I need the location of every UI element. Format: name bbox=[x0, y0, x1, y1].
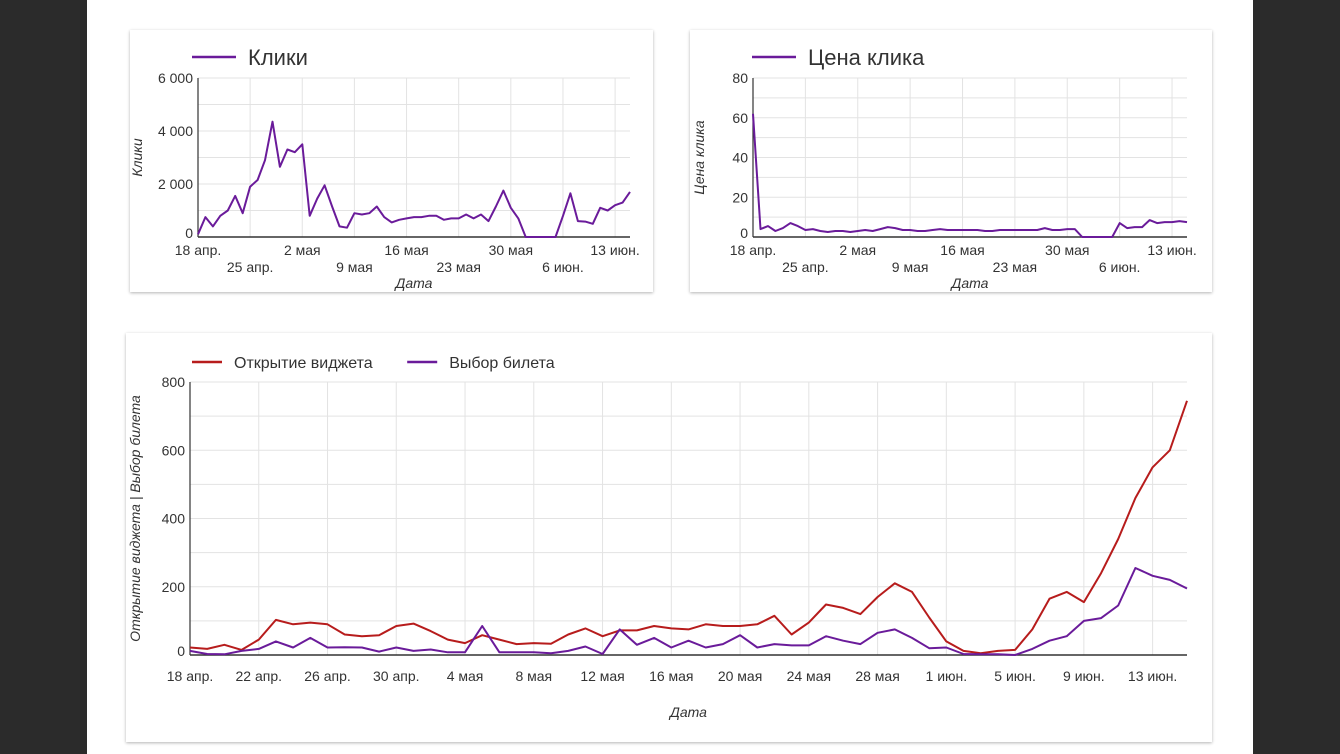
y-tick-label: 0 bbox=[185, 225, 193, 241]
x-tick-label: 16 мая bbox=[384, 242, 428, 258]
y-tick-label: 600 bbox=[162, 442, 186, 458]
y-tick-label: 80 bbox=[732, 70, 748, 86]
clicks-chart: 18 апр. 25 апр. 2 мая 9 мая 16 мая 23 мая 30 м… bbox=[129, 45, 640, 291]
x-tick-label: 4 мая bbox=[447, 668, 484, 684]
y-axis-title: Клики bbox=[130, 138, 145, 177]
y-tick-label: 0 bbox=[177, 643, 185, 659]
x-tick-label: 24 мая bbox=[787, 668, 831, 684]
x-tick-label: 13 июн. bbox=[1128, 668, 1177, 684]
x-tick-label: 8 мая bbox=[515, 668, 552, 684]
x-tick-label: 2 мая bbox=[284, 242, 321, 258]
x-tick-label: 20 мая bbox=[718, 668, 762, 684]
clicks-chart-card: 18 апр. 25 апр. 2 мая 9 мая 16 мая 23 мая 30 м… bbox=[129, 30, 653, 292]
cpc-chart: 18 апр. 25 апр. 2 мая 9 мая 16 мая 23 мая 30 м… bbox=[691, 45, 1197, 291]
x-tick-label: 30 апр. bbox=[373, 668, 420, 684]
x-tick-label: 18 апр. bbox=[167, 668, 214, 684]
x-axis-title: Дата bbox=[950, 275, 989, 291]
x-tick-label: 26 апр. bbox=[304, 668, 351, 684]
y-axis-title: Открытие виджета | Выбор билета bbox=[127, 395, 143, 642]
x-tick-label: 9 мая bbox=[892, 259, 929, 275]
series-line-0 bbox=[197, 120, 631, 238]
series-line-1 bbox=[189, 567, 1188, 656]
x-tick-label: 12 мая bbox=[580, 668, 624, 684]
x-tick-label: 1 июн. bbox=[926, 668, 968, 684]
x-tick-label: 16 мая bbox=[649, 668, 693, 684]
legend-label: Открытие виджета bbox=[234, 355, 373, 372]
x-tick-label: 23 мая bbox=[436, 259, 480, 275]
x-tick-label: 9 мая bbox=[336, 259, 373, 275]
y-tick-label: 60 bbox=[732, 110, 748, 126]
y-tick-label: 800 bbox=[162, 374, 186, 390]
x-tick-label: 23 мая bbox=[993, 259, 1037, 275]
y-tick-label: 200 bbox=[162, 579, 186, 595]
y-tick-label: 4 000 bbox=[158, 123, 193, 139]
x-tick-label: 13 июн. bbox=[590, 242, 639, 258]
y-tick-label: 40 bbox=[732, 150, 748, 166]
y-axis-title: Цена клика bbox=[691, 120, 707, 195]
x-tick-label: 18 апр. bbox=[730, 242, 777, 258]
x-tick-label: 30 мая bbox=[1045, 242, 1089, 258]
series-line-0 bbox=[189, 400, 1188, 655]
x-tick-label: 2 мая bbox=[839, 242, 876, 258]
x-tick-label: 13 июн. bbox=[1147, 242, 1196, 258]
x-axis-title: Дата bbox=[668, 704, 707, 720]
y-tick-label: 2 000 bbox=[158, 176, 193, 192]
x-tick-label: 25 апр. bbox=[227, 259, 274, 275]
legend-label: Цена клика bbox=[808, 45, 925, 70]
legend-label: Выбор билета bbox=[449, 355, 555, 372]
widget-chart-card: 18 апр. 22 апр. 26 апр. 30 апр. 4 мая 8 мая 12… bbox=[126, 333, 1212, 742]
x-tick-label: 28 мая bbox=[855, 668, 899, 684]
legend-label: Клики bbox=[248, 45, 308, 70]
x-axis-title: Дата bbox=[394, 275, 433, 291]
x-tick-label: 5 июн. bbox=[994, 668, 1036, 684]
x-tick-label: 18 апр. bbox=[175, 242, 222, 258]
x-tick-label: 25 апр. bbox=[782, 259, 829, 275]
x-tick-label: 22 апр. bbox=[236, 668, 283, 684]
x-tick-label: 6 июн. bbox=[542, 259, 584, 275]
x-tick-label: 6 июн. bbox=[1099, 259, 1141, 275]
series-line-0 bbox=[752, 113, 1188, 238]
x-tick-label: 16 мая bbox=[940, 242, 984, 258]
y-tick-label: 0 bbox=[740, 225, 748, 241]
y-tick-label: 20 bbox=[732, 189, 748, 205]
y-tick-label: 6 000 bbox=[158, 70, 193, 86]
widget-ticket-chart: 18 апр. 22 апр. 26 апр. 30 апр. 4 мая 8 мая 12… bbox=[127, 355, 1188, 720]
x-tick-label: 30 мая bbox=[489, 242, 533, 258]
x-tick-label: 9 июн. bbox=[1063, 668, 1105, 684]
y-tick-label: 400 bbox=[162, 511, 186, 527]
cpc-chart-card: 18 апр. 25 апр. 2 мая 9 мая 16 мая 23 мая 30 м… bbox=[690, 30, 1212, 292]
